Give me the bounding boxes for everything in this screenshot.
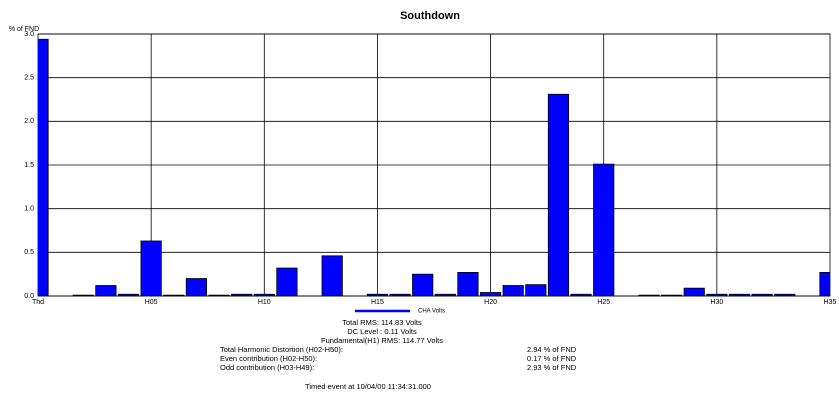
y-axis-label: % of FND xyxy=(9,26,39,33)
bar xyxy=(117,293,140,296)
bar xyxy=(819,272,830,296)
dc-level: DC Level : 0.11 Volts xyxy=(347,327,417,336)
x-tick-label: H35 xyxy=(824,299,837,306)
row-value: 2.94 % of FND xyxy=(527,345,577,354)
bar xyxy=(434,293,456,296)
bar xyxy=(728,293,751,296)
bar xyxy=(208,294,230,296)
bar xyxy=(95,285,117,296)
bar xyxy=(231,293,253,296)
bar xyxy=(366,293,389,296)
bar xyxy=(479,292,502,296)
legend-label: CHA Volts xyxy=(418,309,445,315)
bar xyxy=(570,293,592,296)
bar xyxy=(253,293,275,296)
bar xyxy=(38,38,49,296)
x-tick-label: H10 xyxy=(258,299,271,306)
event-time: Timed event at 10/04/00 11:34:31.000 xyxy=(305,382,431,391)
bar xyxy=(751,293,773,296)
row-label: Odd contribution (H03-H49): xyxy=(220,363,314,372)
bar xyxy=(185,278,207,296)
y-tick-label: 0.5 xyxy=(24,249,34,256)
total-rms: Total RMS: 114.83 Volts xyxy=(342,318,422,327)
x-tick-label: H30 xyxy=(710,299,723,306)
x-tick-label: Thd xyxy=(32,299,44,306)
x-tick-label: H20 xyxy=(484,299,497,306)
bar xyxy=(321,255,343,296)
x-tick-label: H25 xyxy=(597,299,610,306)
bar xyxy=(412,273,434,296)
y-tick-label: 1.5 xyxy=(24,162,34,169)
bar xyxy=(163,294,185,296)
row-label: Total Harmonic Distortion (H02-H50): xyxy=(220,345,343,354)
bar xyxy=(638,294,660,296)
y-tick-label: 3.0 xyxy=(24,31,34,38)
bar xyxy=(706,293,728,296)
bar xyxy=(593,163,615,296)
fundamental: Fundamental(H1) RMS: 114.77 Volts xyxy=(321,336,443,345)
bar xyxy=(774,293,796,296)
bar xyxy=(661,294,683,296)
bar xyxy=(547,93,570,296)
bar xyxy=(683,287,705,296)
bar xyxy=(389,293,411,296)
y-tick-label: 1.0 xyxy=(24,206,34,213)
row-value: 2.93 % of FND xyxy=(527,363,577,372)
bar xyxy=(276,267,298,296)
bar xyxy=(457,272,479,296)
bars xyxy=(38,38,830,296)
bar xyxy=(525,284,547,296)
y-tick-label: 2.0 xyxy=(24,118,34,125)
bar xyxy=(502,285,524,296)
bar xyxy=(140,240,162,296)
row-label: Even contribution (H02-H50): xyxy=(220,354,317,363)
bar xyxy=(72,294,94,296)
row-value: 0.17 % of FND xyxy=(527,354,577,363)
x-tick-label: H15 xyxy=(371,299,384,306)
y-tick-label: 2.5 xyxy=(24,75,34,82)
y-tick-label: 0.0 xyxy=(24,293,34,300)
x-tick-label: H05 xyxy=(145,299,158,306)
chart-title: Southdown xyxy=(400,10,460,22)
